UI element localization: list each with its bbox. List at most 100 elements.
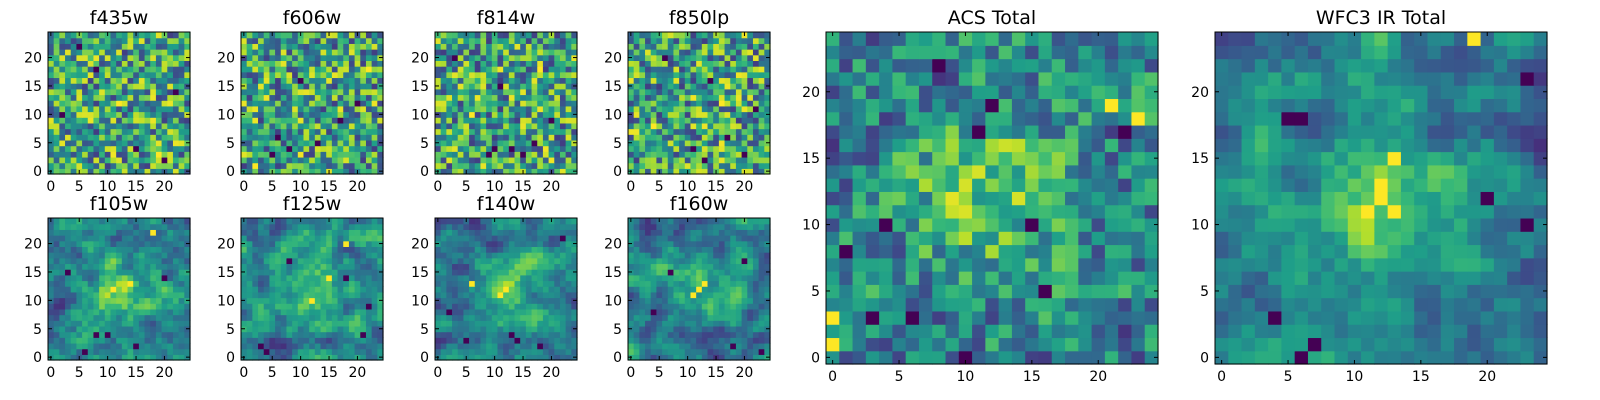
heatmap-cell [150, 291, 157, 299]
heatmap-cell [559, 128, 567, 135]
heatmap-cell [474, 354, 482, 361]
heatmap-cell [758, 325, 765, 333]
heatmap-cell [758, 66, 765, 73]
heatmap-cell [463, 122, 470, 130]
heatmap-cell [377, 156, 384, 164]
heatmap-cell [724, 280, 731, 287]
heatmap-cell [161, 291, 168, 299]
heatmap-cell [292, 348, 299, 355]
heatmap-cell [144, 94, 151, 101]
heatmap-cell [258, 218, 265, 225]
heatmap-cell [764, 66, 771, 73]
x-tick-label: 10 [99, 365, 117, 381]
heatmap-cell [48, 280, 55, 287]
heatmap-cell [93, 223, 100, 230]
heatmap-cell [144, 314, 151, 321]
heatmap-cell [252, 49, 259, 56]
heatmap-cell [554, 218, 561, 225]
heatmap-cell [491, 314, 499, 321]
heatmap-cell [480, 354, 487, 361]
heatmap-cell [241, 37, 248, 44]
heatmap-cell [331, 263, 339, 270]
heatmap-cell [138, 145, 146, 152]
heatmap-cell [133, 37, 140, 44]
heatmap-cell [457, 354, 464, 361]
heatmap-cell [377, 314, 384, 321]
heatmap-cell [354, 348, 361, 355]
heatmap-cell [696, 100, 703, 107]
heatmap-cell [735, 77, 743, 84]
heatmap-cell [503, 32, 510, 39]
heatmap-cell [565, 37, 572, 44]
heatmap-cell [758, 83, 765, 90]
heatmap-cell [286, 303, 293, 310]
heatmap-cell [696, 274, 703, 282]
y-tick-label: 15 [217, 265, 235, 281]
heatmap-cell [331, 134, 339, 141]
heatmap-cell [127, 134, 134, 141]
heatmap-cell [93, 32, 100, 39]
heatmap-cell [172, 325, 180, 333]
heatmap-cell [59, 291, 66, 299]
heatmap-cell [303, 308, 310, 316]
heatmap-cell [571, 274, 578, 282]
heatmap-cell [365, 111, 373, 118]
heatmap-cell [286, 111, 293, 118]
heatmap-cell [110, 156, 117, 164]
heatmap-cell [707, 286, 714, 293]
heatmap-cell [155, 134, 163, 141]
heatmap-cell [764, 71, 771, 79]
heatmap-cell [463, 252, 470, 259]
heatmap-cell [252, 274, 259, 282]
heatmap-cell [331, 308, 339, 316]
heatmap-cell [752, 342, 760, 350]
heatmap-cell [486, 342, 493, 350]
heatmap-cell [559, 77, 567, 84]
heatmap-cell [93, 105, 100, 113]
heatmap-cell [53, 151, 60, 158]
x-tick-label: 20 [156, 179, 174, 195]
heatmap-cell [297, 66, 305, 73]
heatmap-cell [59, 77, 66, 84]
heatmap-cell [650, 325, 657, 333]
heatmap-cell [360, 337, 367, 344]
heatmap-cell [241, 331, 248, 338]
heatmap-cell [354, 37, 361, 44]
heatmap-cell [360, 43, 367, 50]
heatmap-cell [758, 151, 765, 158]
heatmap-cell [161, 263, 168, 270]
heatmap-cell [246, 308, 253, 316]
heatmap-cell [514, 168, 521, 175]
heatmap-cell [452, 235, 459, 242]
heatmap-cell [178, 280, 185, 287]
heatmap-cell [110, 105, 117, 113]
heatmap-cell [486, 71, 493, 79]
heatmap-cell [435, 162, 442, 169]
x-tick-label: 0 [239, 179, 248, 195]
heatmap-cell [764, 105, 771, 113]
heatmap-cell [70, 274, 77, 282]
heatmap-cell [525, 117, 533, 124]
heatmap-cell [53, 71, 60, 79]
heatmap-cell [99, 168, 106, 175]
heatmap-cell [320, 303, 327, 310]
heatmap-cell [70, 263, 77, 270]
heatmap-cell [297, 105, 305, 113]
heatmap-cell [639, 37, 646, 44]
heatmap-cell [542, 94, 550, 101]
heatmap-cell [662, 37, 669, 44]
heatmap-cell [59, 168, 66, 175]
heatmap-cell [457, 263, 464, 270]
heatmap-cell [365, 162, 373, 169]
heatmap-cell [474, 122, 482, 130]
heatmap-cell [520, 49, 527, 56]
heatmap-cell [758, 122, 765, 130]
heatmap-cell [70, 291, 77, 299]
heatmap-cell [696, 43, 703, 50]
heatmap-cells [435, 32, 578, 175]
heatmap-cell [679, 151, 686, 158]
heatmap-cell [633, 111, 640, 118]
heatmap-cell [735, 100, 743, 107]
heatmap-cell [116, 60, 123, 67]
heatmap-cell [360, 354, 367, 361]
